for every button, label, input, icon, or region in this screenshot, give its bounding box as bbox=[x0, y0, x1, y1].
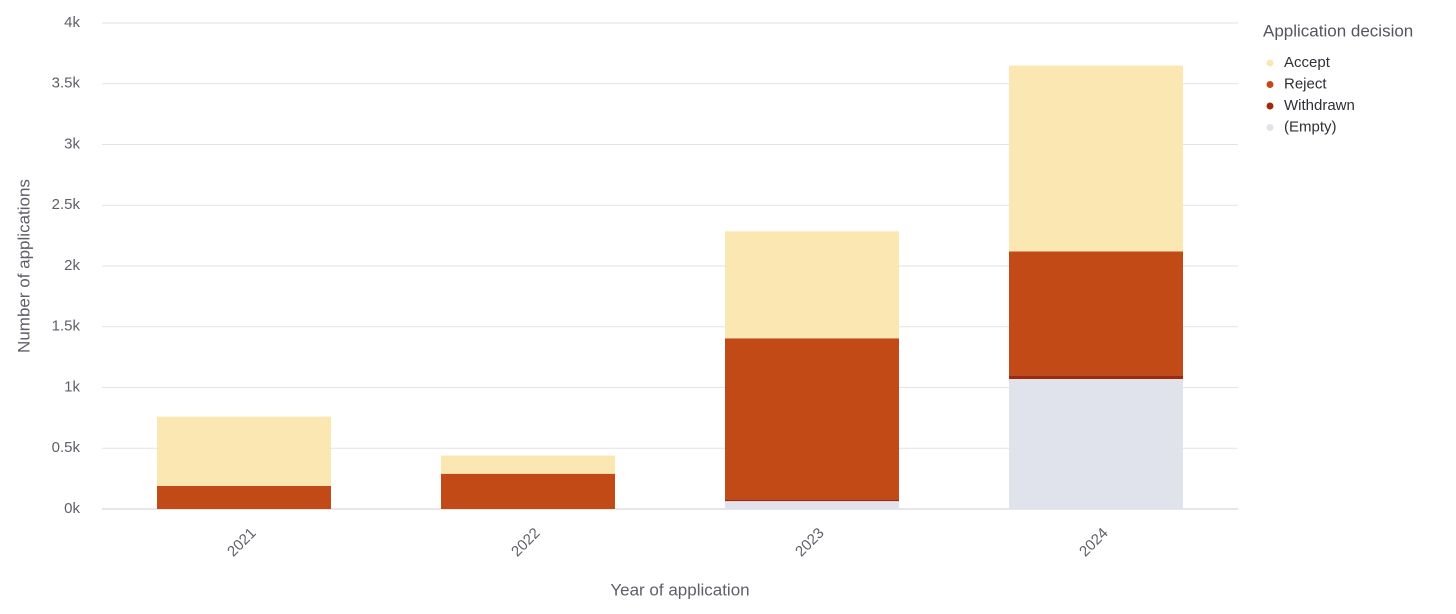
bar-segment bbox=[1009, 251, 1183, 376]
bar-segment bbox=[725, 231, 899, 339]
y-tick-label: 0k bbox=[64, 500, 80, 517]
bar-segment bbox=[157, 416, 331, 486]
bar-segment bbox=[725, 338, 899, 500]
bar-segment bbox=[725, 501, 899, 509]
y-tick-label: 1k bbox=[64, 378, 80, 395]
y-tick-label: 3k bbox=[64, 135, 80, 152]
y-tick-label: 1.5k bbox=[52, 318, 81, 335]
x-axis-title: Year of application bbox=[610, 580, 749, 599]
legend-marker bbox=[1266, 124, 1274, 131]
bar-segment bbox=[157, 485, 331, 509]
bar-segment bbox=[1009, 65, 1183, 252]
bar-segment bbox=[1009, 375, 1183, 379]
legend-item: Reject bbox=[1284, 75, 1327, 92]
bar-segment bbox=[725, 499, 899, 502]
y-tick-label: 4k bbox=[64, 14, 80, 31]
x-tick-label: 2023 bbox=[792, 525, 828, 561]
legend-item: (Empty) bbox=[1284, 118, 1337, 135]
bar-segment bbox=[441, 455, 615, 474]
x-tick-label: 2022 bbox=[508, 525, 544, 561]
legend-marker bbox=[1266, 59, 1274, 67]
legend-marker bbox=[1266, 102, 1274, 110]
y-tick-label: 2k bbox=[64, 257, 80, 274]
y-tick-label: 3.5k bbox=[52, 75, 81, 92]
x-tick-label: 2024 bbox=[1076, 525, 1112, 561]
legend-item: Accept bbox=[1284, 54, 1331, 71]
legend-marker bbox=[1266, 81, 1274, 88]
bar-segment bbox=[1009, 378, 1183, 509]
bar-segment bbox=[441, 473, 615, 509]
legend-item: Withdrawn bbox=[1284, 97, 1355, 114]
y-tick-label: 2.5k bbox=[52, 196, 81, 213]
x-tick-label: 2021 bbox=[224, 525, 260, 561]
y-axis-title: Number of applications bbox=[14, 179, 33, 353]
y-tick-label: 0.5k bbox=[52, 439, 81, 456]
legend-title: Application decision bbox=[1263, 21, 1413, 40]
